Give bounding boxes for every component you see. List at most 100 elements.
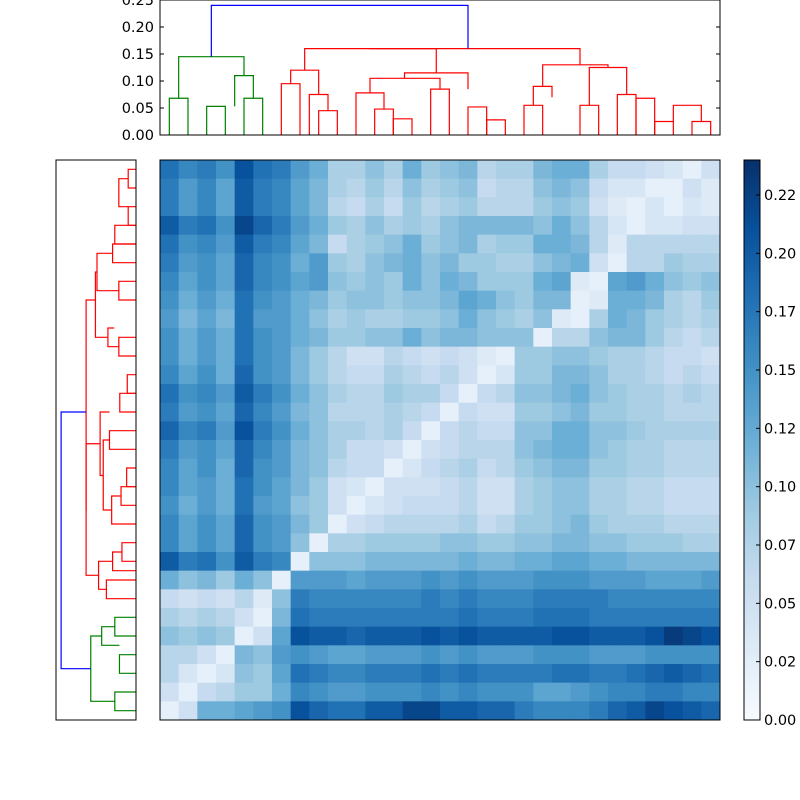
heatmap-cell <box>272 197 292 217</box>
heatmap-cell <box>421 402 441 422</box>
heatmap-cell <box>664 346 684 366</box>
heatmap-cell <box>589 197 609 217</box>
heatmap-cell <box>552 664 572 684</box>
heatmap-cell <box>552 290 572 310</box>
heatmap-cell <box>384 253 404 273</box>
heatmap-cell <box>496 253 516 273</box>
heatmap-cell <box>682 216 702 236</box>
heatmap-cell <box>458 290 478 310</box>
heatmap-cell <box>346 440 366 460</box>
heatmap-cell <box>421 253 441 273</box>
heatmap-cell <box>533 682 553 702</box>
heatmap-cell <box>589 365 609 385</box>
heatmap-cell <box>645 384 665 404</box>
heatmap-cell <box>234 160 254 180</box>
heatmap-cell <box>645 589 665 609</box>
heatmap-cell <box>272 664 292 684</box>
heatmap-cell <box>589 533 609 553</box>
heatmap-cell <box>514 290 534 310</box>
heatmap-cell <box>384 682 404 702</box>
heatmap-cell <box>290 682 310 702</box>
colorbar-tick-label: 0.00 <box>764 713 796 729</box>
heatmap-cell <box>421 682 441 702</box>
heatmap-cell <box>272 309 292 329</box>
heatmap-cell <box>701 477 721 497</box>
heatmap-cell <box>421 440 441 460</box>
heatmap-cell <box>645 645 665 665</box>
heatmap-cell <box>346 346 366 366</box>
heatmap-cell <box>589 626 609 646</box>
heatmap-cell <box>272 290 292 310</box>
heatmap-cell <box>440 234 460 254</box>
heatmap-cell <box>234 589 254 609</box>
heatmap-cell <box>234 645 254 665</box>
heatmap-cell <box>160 197 180 217</box>
heatmap-cell <box>402 552 422 572</box>
heatmap-cell <box>645 440 665 460</box>
heatmap-cell <box>664 701 684 721</box>
heatmap-cell <box>496 514 516 534</box>
heatmap-cell <box>234 477 254 497</box>
heatmap-cell <box>384 533 404 553</box>
heatmap-cell <box>365 402 385 422</box>
heatmap-cell <box>365 440 385 460</box>
heatmap-cell <box>608 608 628 628</box>
heatmap-cell <box>346 365 366 385</box>
heatmap-cell <box>178 197 198 217</box>
heatmap-cell <box>197 477 217 497</box>
heatmap-cell <box>682 626 702 646</box>
heatmap-cell <box>384 328 404 348</box>
heatmap-cell <box>402 514 422 534</box>
heatmap-cell <box>514 682 534 702</box>
heatmap-cell <box>328 234 348 254</box>
heatmap-cell <box>589 234 609 254</box>
heatmap-cell <box>328 402 348 422</box>
heatmap-cell <box>626 253 646 273</box>
heatmap-cell <box>328 309 348 329</box>
heatmap-cell <box>328 178 348 198</box>
heatmap-cell <box>160 664 180 684</box>
heatmap-cell <box>664 608 684 628</box>
heatmap-cell <box>402 626 422 646</box>
heatmap-cell <box>570 346 590 366</box>
heatmap-cell <box>589 384 609 404</box>
heatmap-cell <box>346 328 366 348</box>
heatmap-cell <box>645 421 665 441</box>
heatmap-cell <box>160 440 180 460</box>
colorbar: 0.00 0.02 0.05 0.07 0.10 0.12 0.15 0.17 0.20 0.22 <box>743 159 796 729</box>
heatmap-cell <box>253 664 273 684</box>
heatmap-cell <box>197 290 217 310</box>
heatmap-cell <box>458 477 478 497</box>
heatmap-cell <box>421 178 441 198</box>
heatmap-cell <box>477 234 497 254</box>
heatmap-cell <box>346 290 366 310</box>
heatmap-cell <box>178 626 198 646</box>
heatmap-cell <box>589 160 609 180</box>
heatmap-cell <box>664 402 684 422</box>
heatmap-cell <box>290 365 310 385</box>
heatmap-cell <box>290 197 310 217</box>
heatmap-cell <box>402 589 422 609</box>
heatmap-cell <box>253 440 273 460</box>
heatmap-cell <box>458 664 478 684</box>
heatmap-cell <box>533 664 553 684</box>
heatmap-cell <box>253 514 273 534</box>
heatmap-cell <box>421 477 441 497</box>
heatmap-cell <box>458 309 478 329</box>
heatmap-cell <box>272 384 292 404</box>
left-dendrogram-link <box>114 224 136 245</box>
heatmap-cell <box>197 216 217 236</box>
heatmap-cell <box>570 384 590 404</box>
heatmap-cell <box>682 496 702 516</box>
heatmap-cell <box>608 552 628 572</box>
heatmap-cell <box>197 384 217 404</box>
heatmap-cell <box>328 253 348 273</box>
heatmap-cell <box>160 234 180 254</box>
heatmap-cell <box>365 272 385 292</box>
heatmap-cell <box>514 664 534 684</box>
heatmap-cell <box>552 272 572 292</box>
heatmap-cell <box>477 253 497 273</box>
heatmap-cell <box>514 253 534 273</box>
heatmap-cell <box>570 253 590 273</box>
